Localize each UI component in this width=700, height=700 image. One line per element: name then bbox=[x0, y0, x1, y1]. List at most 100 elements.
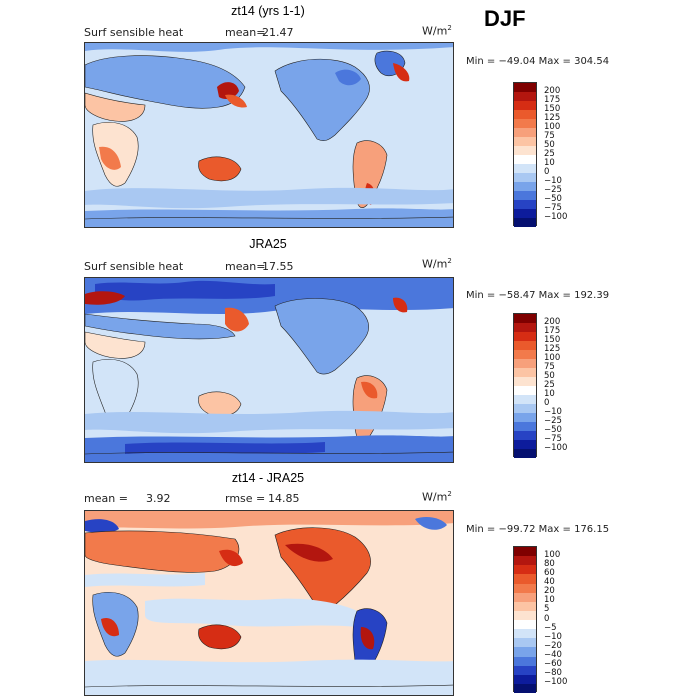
colorbar-tick-label: −10 bbox=[544, 406, 562, 417]
colorbar-swatch bbox=[514, 377, 536, 386]
panel-1-map bbox=[84, 42, 454, 228]
colorbar-tick-label: 0 bbox=[544, 397, 550, 408]
colorbar-swatch bbox=[514, 610, 536, 620]
colorbar-tick-label: −75 bbox=[544, 202, 562, 213]
colorbar-swatch bbox=[514, 137, 536, 146]
colorbar-tick-label: 100 bbox=[544, 352, 561, 363]
colorbar-tick-label: 5 bbox=[544, 604, 550, 615]
colorbar-swatch bbox=[514, 556, 536, 566]
colorbar-tick-label: −10 bbox=[544, 631, 562, 642]
colorbar-swatch bbox=[514, 674, 536, 684]
colorbar-swatch bbox=[514, 386, 536, 395]
panel-2-mean-value: 17.55 bbox=[262, 260, 294, 273]
panel-1-ticks: 200 175 150 125 100 75 50 25 10 0 −10 −25 −50 −75 −100 bbox=[544, 82, 604, 226]
colorbar-swatch bbox=[514, 647, 536, 657]
colorbar-tick-label: 175 bbox=[544, 325, 561, 336]
season-label: DJF bbox=[484, 6, 526, 31]
colorbar-swatch bbox=[514, 182, 536, 191]
panel-2-colorbar bbox=[513, 313, 537, 458]
colorbar-swatch bbox=[514, 601, 536, 611]
colorbar-tick-label: 200 bbox=[544, 85, 561, 96]
colorbar-tick-label: 40 bbox=[544, 577, 555, 587]
panel-3-colorbar bbox=[513, 546, 537, 693]
colorbar-swatch bbox=[514, 191, 536, 200]
panel-1-minmax: Min = −49.04 Max = 304.54 bbox=[466, 56, 610, 67]
colorbar-tick-label: 10 bbox=[544, 595, 555, 606]
colorbar-swatch bbox=[514, 440, 536, 449]
colorbar-swatch bbox=[514, 83, 536, 92]
colorbar-tick-label: 100 bbox=[544, 549, 561, 560]
colorbar-swatch bbox=[514, 395, 536, 404]
colorbar-tick-label: −50 bbox=[544, 424, 562, 435]
colorbar-swatch bbox=[514, 629, 536, 639]
panel-2-variable-label: Surf sensible heat bbox=[84, 260, 184, 273]
colorbar-swatch bbox=[514, 209, 536, 218]
colorbar-tick-label: 125 bbox=[544, 343, 561, 354]
colorbar-tick-label: 200 bbox=[544, 316, 561, 327]
panel-3-mean-value: 3.92 bbox=[146, 492, 171, 505]
panel-1-title: zt14 (yrs 1-1) bbox=[231, 4, 305, 18]
colorbar-swatch bbox=[514, 323, 536, 332]
colorbar-swatch bbox=[514, 665, 536, 675]
colorbar-swatch bbox=[514, 413, 536, 422]
panel-2-ticks: 200 175 150 125 100 75 50 25 10 0 −10 −25 −50 −75 −100 bbox=[544, 313, 604, 457]
panel-2-title: JRA25 bbox=[249, 237, 287, 251]
colorbar-swatch bbox=[514, 359, 536, 368]
colorbar-swatch bbox=[514, 314, 536, 323]
colorbar-tick-label: 20 bbox=[544, 586, 555, 597]
panel-2-map-svg bbox=[85, 278, 453, 462]
colorbar-swatch bbox=[514, 583, 536, 593]
colorbar-swatch bbox=[514, 404, 536, 413]
panel-1-units: W/m2 bbox=[422, 24, 452, 38]
colorbar-tick-label: −80 bbox=[544, 668, 562, 679]
colorbar-swatch bbox=[514, 368, 536, 377]
colorbar-tick-label: −100 bbox=[544, 211, 568, 222]
panel-3-rmse-value: 14.85 bbox=[268, 492, 300, 505]
panel-1-mean-label: mean= bbox=[225, 26, 266, 39]
panel-1-map-svg bbox=[85, 43, 453, 227]
colorbar-tick-label: 0 bbox=[544, 613, 550, 624]
colorbar-swatch bbox=[514, 218, 536, 227]
colorbar-swatch bbox=[514, 92, 536, 101]
panel-2-map bbox=[84, 277, 454, 463]
colorbar-tick-label: −100 bbox=[544, 442, 568, 453]
colorbar-tick-label: −75 bbox=[544, 433, 562, 444]
panel-1-variable-label: Surf sensible heat bbox=[84, 26, 184, 39]
colorbar-tick-label: 10 bbox=[544, 388, 555, 399]
colorbar-swatch bbox=[514, 683, 536, 693]
panel-3-mean-label: mean = bbox=[84, 492, 128, 505]
colorbar-tick-label: −20 bbox=[544, 640, 562, 651]
colorbar-swatch bbox=[514, 110, 536, 119]
colorbar-swatch bbox=[514, 146, 536, 155]
panel-3-ticks: 100 80 60 40 20 10 5 0 −5 −10 −20 −40 −60 −80 −100 bbox=[544, 546, 604, 692]
colorbar-tick-label: −10 bbox=[544, 175, 562, 186]
colorbar-swatch bbox=[514, 164, 536, 173]
colorbar-tick-label: 25 bbox=[544, 148, 555, 159]
colorbar-swatch bbox=[514, 638, 536, 648]
colorbar-swatch bbox=[514, 341, 536, 350]
colorbar-tick-label: −25 bbox=[544, 415, 562, 426]
panel-3-map-svg bbox=[85, 511, 453, 695]
colorbar-swatch bbox=[514, 128, 536, 137]
colorbar-tick-label: 150 bbox=[544, 334, 561, 345]
panel-2-mean-label: mean= bbox=[225, 260, 266, 273]
colorbar-swatch bbox=[514, 119, 536, 128]
colorbar-swatch bbox=[514, 101, 536, 110]
colorbar-tick-label: −60 bbox=[544, 659, 562, 670]
colorbar-tick-label: 175 bbox=[544, 94, 561, 105]
colorbar-swatch bbox=[514, 565, 536, 575]
panel-2-minmax: Min = −58.47 Max = 192.39 bbox=[466, 290, 610, 301]
colorbar-swatch bbox=[514, 449, 536, 458]
colorbar-tick-label: 50 bbox=[544, 139, 555, 150]
colorbar-tick-label: 25 bbox=[544, 379, 555, 390]
colorbar-swatch bbox=[514, 350, 536, 359]
colorbar-swatch bbox=[514, 431, 536, 440]
colorbar-tick-label: 125 bbox=[544, 112, 561, 123]
colorbar-swatch bbox=[514, 620, 536, 630]
colorbar-tick-label: −50 bbox=[544, 193, 562, 204]
panel-3-rmse-label: rmse = bbox=[225, 492, 266, 505]
colorbar-tick-label: 150 bbox=[544, 103, 561, 114]
panel-3-minmax: Min = −99.72 Max = 176.15 bbox=[466, 524, 610, 535]
colorbar-tick-label: −25 bbox=[544, 184, 562, 195]
panel-3-map bbox=[84, 510, 454, 696]
